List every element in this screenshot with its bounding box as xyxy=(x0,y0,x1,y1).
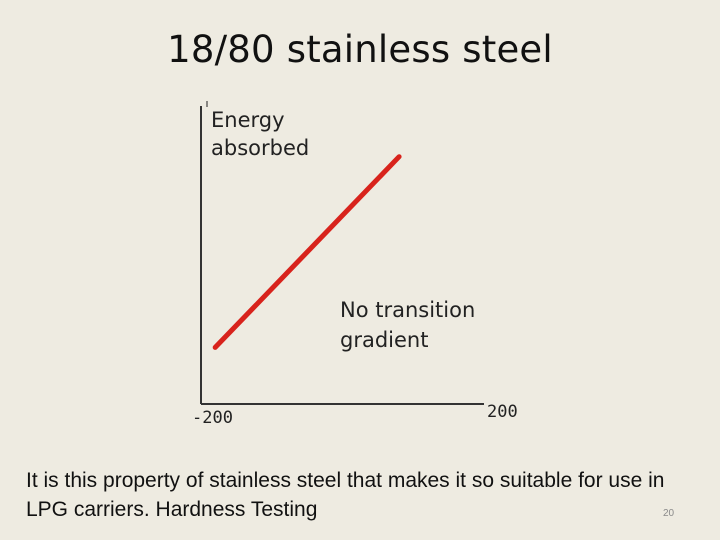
data-line xyxy=(212,154,402,350)
body-text: It is this property of stainless steel t… xyxy=(26,469,665,521)
x-tick-label-left: -200 xyxy=(192,408,233,428)
annotation-line-2: gradient xyxy=(340,328,428,352)
x-tick-label-right: 200 xyxy=(487,402,518,422)
slide-number: 20 xyxy=(663,508,675,519)
y-axis-label-line-2: absorbed xyxy=(211,136,309,160)
slide-title: 18/80 stainless steel xyxy=(167,28,553,71)
annotation-line-1: No transition xyxy=(340,298,475,322)
y-axis-label-line-1: Energy xyxy=(211,108,285,132)
